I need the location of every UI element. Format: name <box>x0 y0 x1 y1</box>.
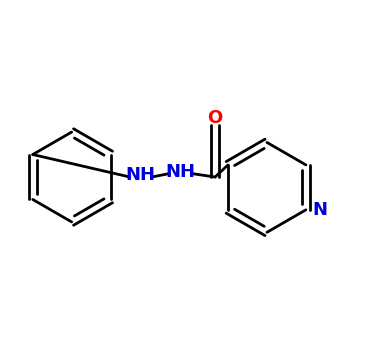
Text: NH: NH <box>126 166 156 184</box>
Text: NH: NH <box>166 163 195 181</box>
Text: N: N <box>312 201 327 219</box>
Text: O: O <box>208 109 223 127</box>
